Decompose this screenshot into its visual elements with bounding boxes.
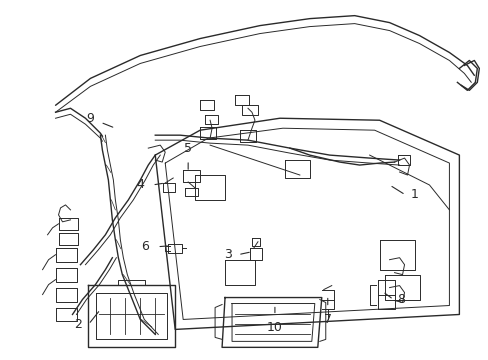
Text: 9: 9 [86,112,94,125]
Text: 3: 3 [224,248,231,261]
Text: 6: 6 [141,240,149,253]
Text: 2: 2 [74,318,82,331]
Text: 8: 8 [397,293,405,306]
Text: 4: 4 [136,179,144,192]
Text: 5: 5 [184,141,192,155]
Text: 10: 10 [266,321,282,334]
Text: 1: 1 [410,188,418,202]
Text: 7: 7 [323,313,331,326]
